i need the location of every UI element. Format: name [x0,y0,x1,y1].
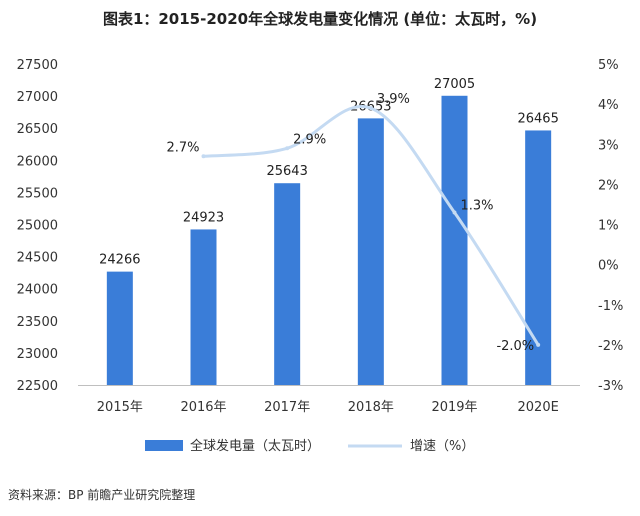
growth-line [202,104,540,347]
left-axis-tick-label: 26500 [17,122,58,137]
x-axis-tick-label: 2020E [518,400,559,415]
growth-point [452,210,457,215]
x-axis-tick-label: 2018年 [348,400,394,415]
legend: 全球发电量（太瓦时） 增速（%） [145,438,474,454]
left-axis-tick-label: 22500 [17,379,58,394]
left-axis-tick-label: 23000 [17,347,58,362]
legend-bar-label: 全球发电量（太瓦时） [190,438,320,454]
bar [106,271,133,385]
growth-value-label: 2.7% [166,140,199,155]
growth-point [536,342,541,347]
source-note: 资料来源：BP 前瞻产业研究院整理 [8,488,196,502]
bar-value-label: 24266 [99,253,140,268]
right-axis-tick-label: 3% [598,138,619,153]
growth-point [368,106,373,111]
growth-point [201,154,206,159]
bar-value-label: 25643 [266,164,307,179]
bar [190,229,217,385]
left-axis-tick-label: 25500 [17,186,58,201]
left-axis: 22500 23000 23500 24000 24500 25000 25500 26000… [17,58,58,394]
legend-bar-swatch [145,440,183,451]
right-axis-tick-label: -3% [598,379,623,394]
chart-title: 图表1：2015-2020年全球发电量变化情况 (单位：太瓦时，%) [102,10,538,28]
left-axis-tick-label: 27500 [17,58,58,73]
bar [441,95,468,386]
right-axis-tick-label: 5% [598,58,619,73]
growth-point [285,146,290,151]
x-axis-tick-label: 2017年 [264,400,310,415]
bar-value-label: 24923 [183,210,224,225]
left-axis-tick-label: 24000 [17,283,58,298]
right-axis-tick-label: 4% [598,98,619,113]
right-axis-tick-label: 0% [598,259,619,274]
legend-line-label: 增速（%） [410,439,474,454]
bar-value-label: 27005 [434,77,475,92]
bar-series: 242662492325643266532700526465 [99,77,559,386]
bar [274,183,301,385]
right-axis-tick-label: 1% [598,219,619,234]
x-axis-tick-label: 2019年 [431,400,477,415]
growth-value-label: 1.3% [461,198,494,213]
left-axis-tick-label: 23500 [17,315,58,330]
right-axis: -3% -2% -1% 0% 1% 2% 3% 4% 5% [598,58,623,394]
right-axis-tick-label: -2% [598,339,623,354]
growth-value-label: 3.9% [377,92,410,107]
x-axis-tick-label: 2016年 [180,400,226,415]
growth-line-series: 2.7% 2.9% 3.9% 1.3% -2.0% [166,92,541,354]
growth-value-label: 2.9% [293,132,326,147]
bar [357,118,384,385]
bar-value-label: 26465 [517,111,558,126]
left-axis-tick-label: 26000 [17,154,58,169]
left-axis-tick-label: 25000 [17,219,58,234]
x-axis: 2015年 2016年 2017年 2018年 2019年 2020E [78,385,580,415]
left-axis-tick-label: 27000 [17,90,58,105]
right-axis-tick-label: -1% [598,299,623,314]
growth-value-label: -2.0% [496,339,534,354]
right-axis-tick-label: 2% [598,178,619,193]
left-axis-tick-label: 24500 [17,251,58,266]
x-axis-tick-label: 2015年 [97,400,143,415]
